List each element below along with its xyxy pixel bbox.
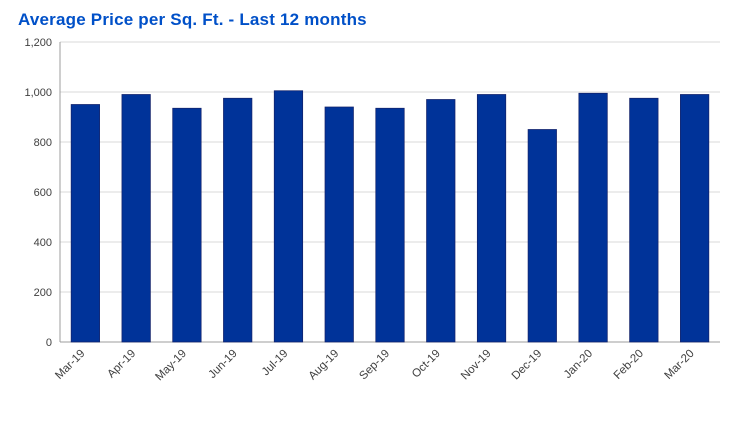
x-tick-label: Oct-19 <box>410 348 443 381</box>
x-tick-label: Aug-19 <box>307 348 342 383</box>
x-tick-label: May-19 <box>153 348 189 384</box>
bar <box>476 94 507 343</box>
bar <box>273 90 304 343</box>
x-tick-label: Jul-19 <box>260 348 291 379</box>
y-tick-label: 1,000 <box>24 87 52 99</box>
x-tick-label: Jun-19 <box>206 348 239 381</box>
x-tick-label: Mar-19 <box>53 348 87 382</box>
bar <box>223 97 253 343</box>
x-tick-label: Feb-20 <box>612 348 646 382</box>
chart-title: Average Price per Sq. Ft. - Last 12 mont… <box>18 10 367 29</box>
bar <box>629 97 659 343</box>
bar <box>578 92 608 343</box>
y-tick-label: 0 <box>46 337 52 349</box>
bar <box>324 106 354 343</box>
bar <box>527 129 557 343</box>
x-tick-label: Mar-20 <box>662 348 696 382</box>
y-tick-label: 800 <box>34 137 52 149</box>
y-tick-label: 400 <box>34 237 52 249</box>
x-tick-label: Jan-20 <box>562 348 595 381</box>
bar <box>121 94 151 343</box>
y-tick-label: 600 <box>34 187 52 199</box>
bar <box>70 104 100 343</box>
y-tick-label: 1,200 <box>24 37 52 49</box>
x-tick-label: Dec-19 <box>510 348 545 383</box>
bar <box>426 99 456 343</box>
bar <box>680 94 710 343</box>
x-tick-label: Apr-19 <box>105 348 138 381</box>
x-tick-label: Nov-19 <box>459 348 494 383</box>
bar-chart-svg: 0 200 400 600 800 1,000 1,200 Mar-19 Apr-19 May-1… <box>24 37 720 384</box>
bar <box>375 107 405 343</box>
y-tick-label: 200 <box>34 287 52 299</box>
x-tick-label: Sep-19 <box>357 348 392 383</box>
bar <box>172 107 202 343</box>
